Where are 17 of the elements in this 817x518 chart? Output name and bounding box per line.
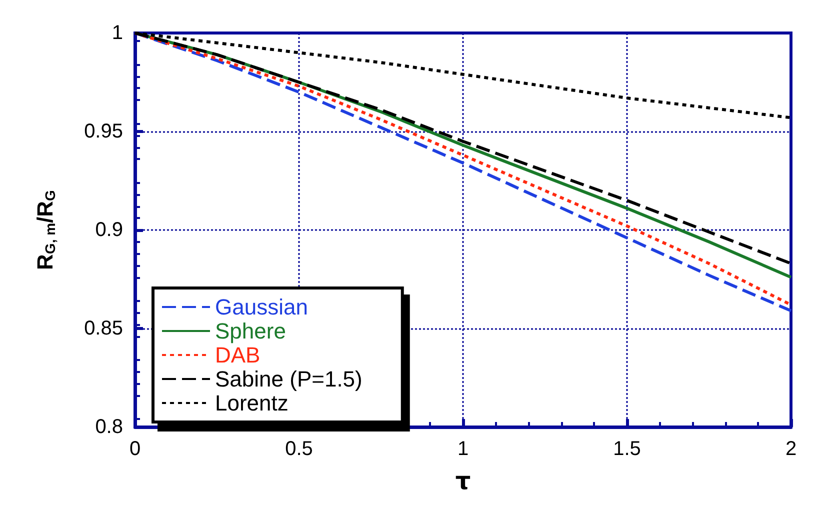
- legend-label: Sphere: [215, 318, 286, 344]
- y-tick-label: 1: [112, 22, 123, 44]
- x-tick-label: 2: [785, 438, 797, 460]
- y-tick-label: 0.9: [95, 219, 123, 241]
- x-tick-label: 1: [457, 438, 469, 460]
- legend-label: Lorentz: [215, 390, 288, 416]
- y-axis-title: RG, m/RG: [32, 190, 58, 270]
- legend-label: DAB: [215, 342, 260, 368]
- y-tick-label: 0.95: [84, 120, 123, 142]
- y-tick-label: 0.8: [95, 416, 123, 438]
- x-tick-label: 0: [129, 438, 141, 460]
- x-axis-title: τ: [455, 467, 471, 495]
- y-tick-label: 0.85: [84, 318, 123, 340]
- x-tick-label: 1.5: [613, 438, 641, 460]
- x-tick-label: 0.5: [285, 438, 313, 460]
- legend-label: Sabine (P=1.5): [215, 366, 362, 392]
- legend-label: Gaussian: [215, 294, 308, 320]
